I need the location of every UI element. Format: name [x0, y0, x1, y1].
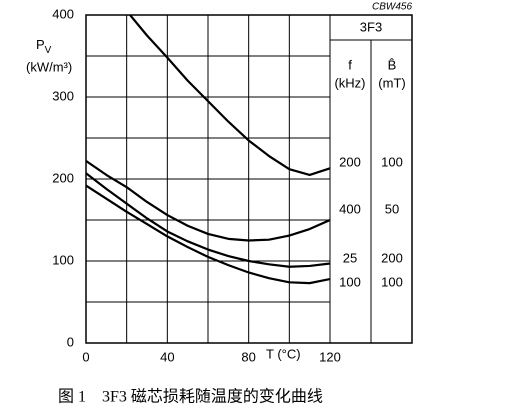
y-label-symbol: P: [36, 37, 45, 52]
table-cell: 100: [381, 154, 403, 169]
caption: 图 1 3F3 磁芯损耗随温度的变化曲线: [58, 388, 323, 406]
table-header: 3F3: [360, 19, 382, 34]
x-tick-label: 80: [241, 349, 255, 364]
table-cell: 200: [339, 154, 361, 169]
curve: [128, 15, 330, 176]
table-cell: 400: [339, 201, 361, 216]
column-unit: (kHz): [334, 75, 365, 90]
table-cell: 200: [381, 250, 403, 265]
x-axis-label: T (°C): [266, 346, 301, 361]
x-tick-label: 0: [82, 349, 89, 364]
table-cell: 50: [385, 201, 399, 216]
curve: [86, 184, 330, 285]
column-unit: (mT): [378, 75, 405, 90]
table-cell: 25: [343, 250, 357, 265]
table-cell: 100: [339, 274, 361, 289]
x-tick-label: 40: [160, 349, 174, 364]
figure-code: CBW456: [372, 2, 412, 13]
y-tick-label: 0: [67, 334, 74, 349]
y-tick-label: 400: [52, 6, 74, 21]
y-label-subscript: V: [45, 45, 52, 56]
x-tick-label: 120: [319, 349, 341, 364]
y-axis-label: PV: [36, 37, 52, 55]
curve: [86, 160, 330, 242]
column-symbol: B̂: [388, 57, 397, 72]
table-cell: 100: [381, 274, 403, 289]
y-tick-label: 200: [52, 170, 74, 185]
y-axis-unit: (kW/m³): [26, 59, 72, 74]
y-tick-label: 300: [52, 88, 74, 103]
column-symbol: f: [348, 57, 352, 72]
curve: [86, 172, 330, 268]
y-tick-label: 100: [52, 252, 74, 267]
